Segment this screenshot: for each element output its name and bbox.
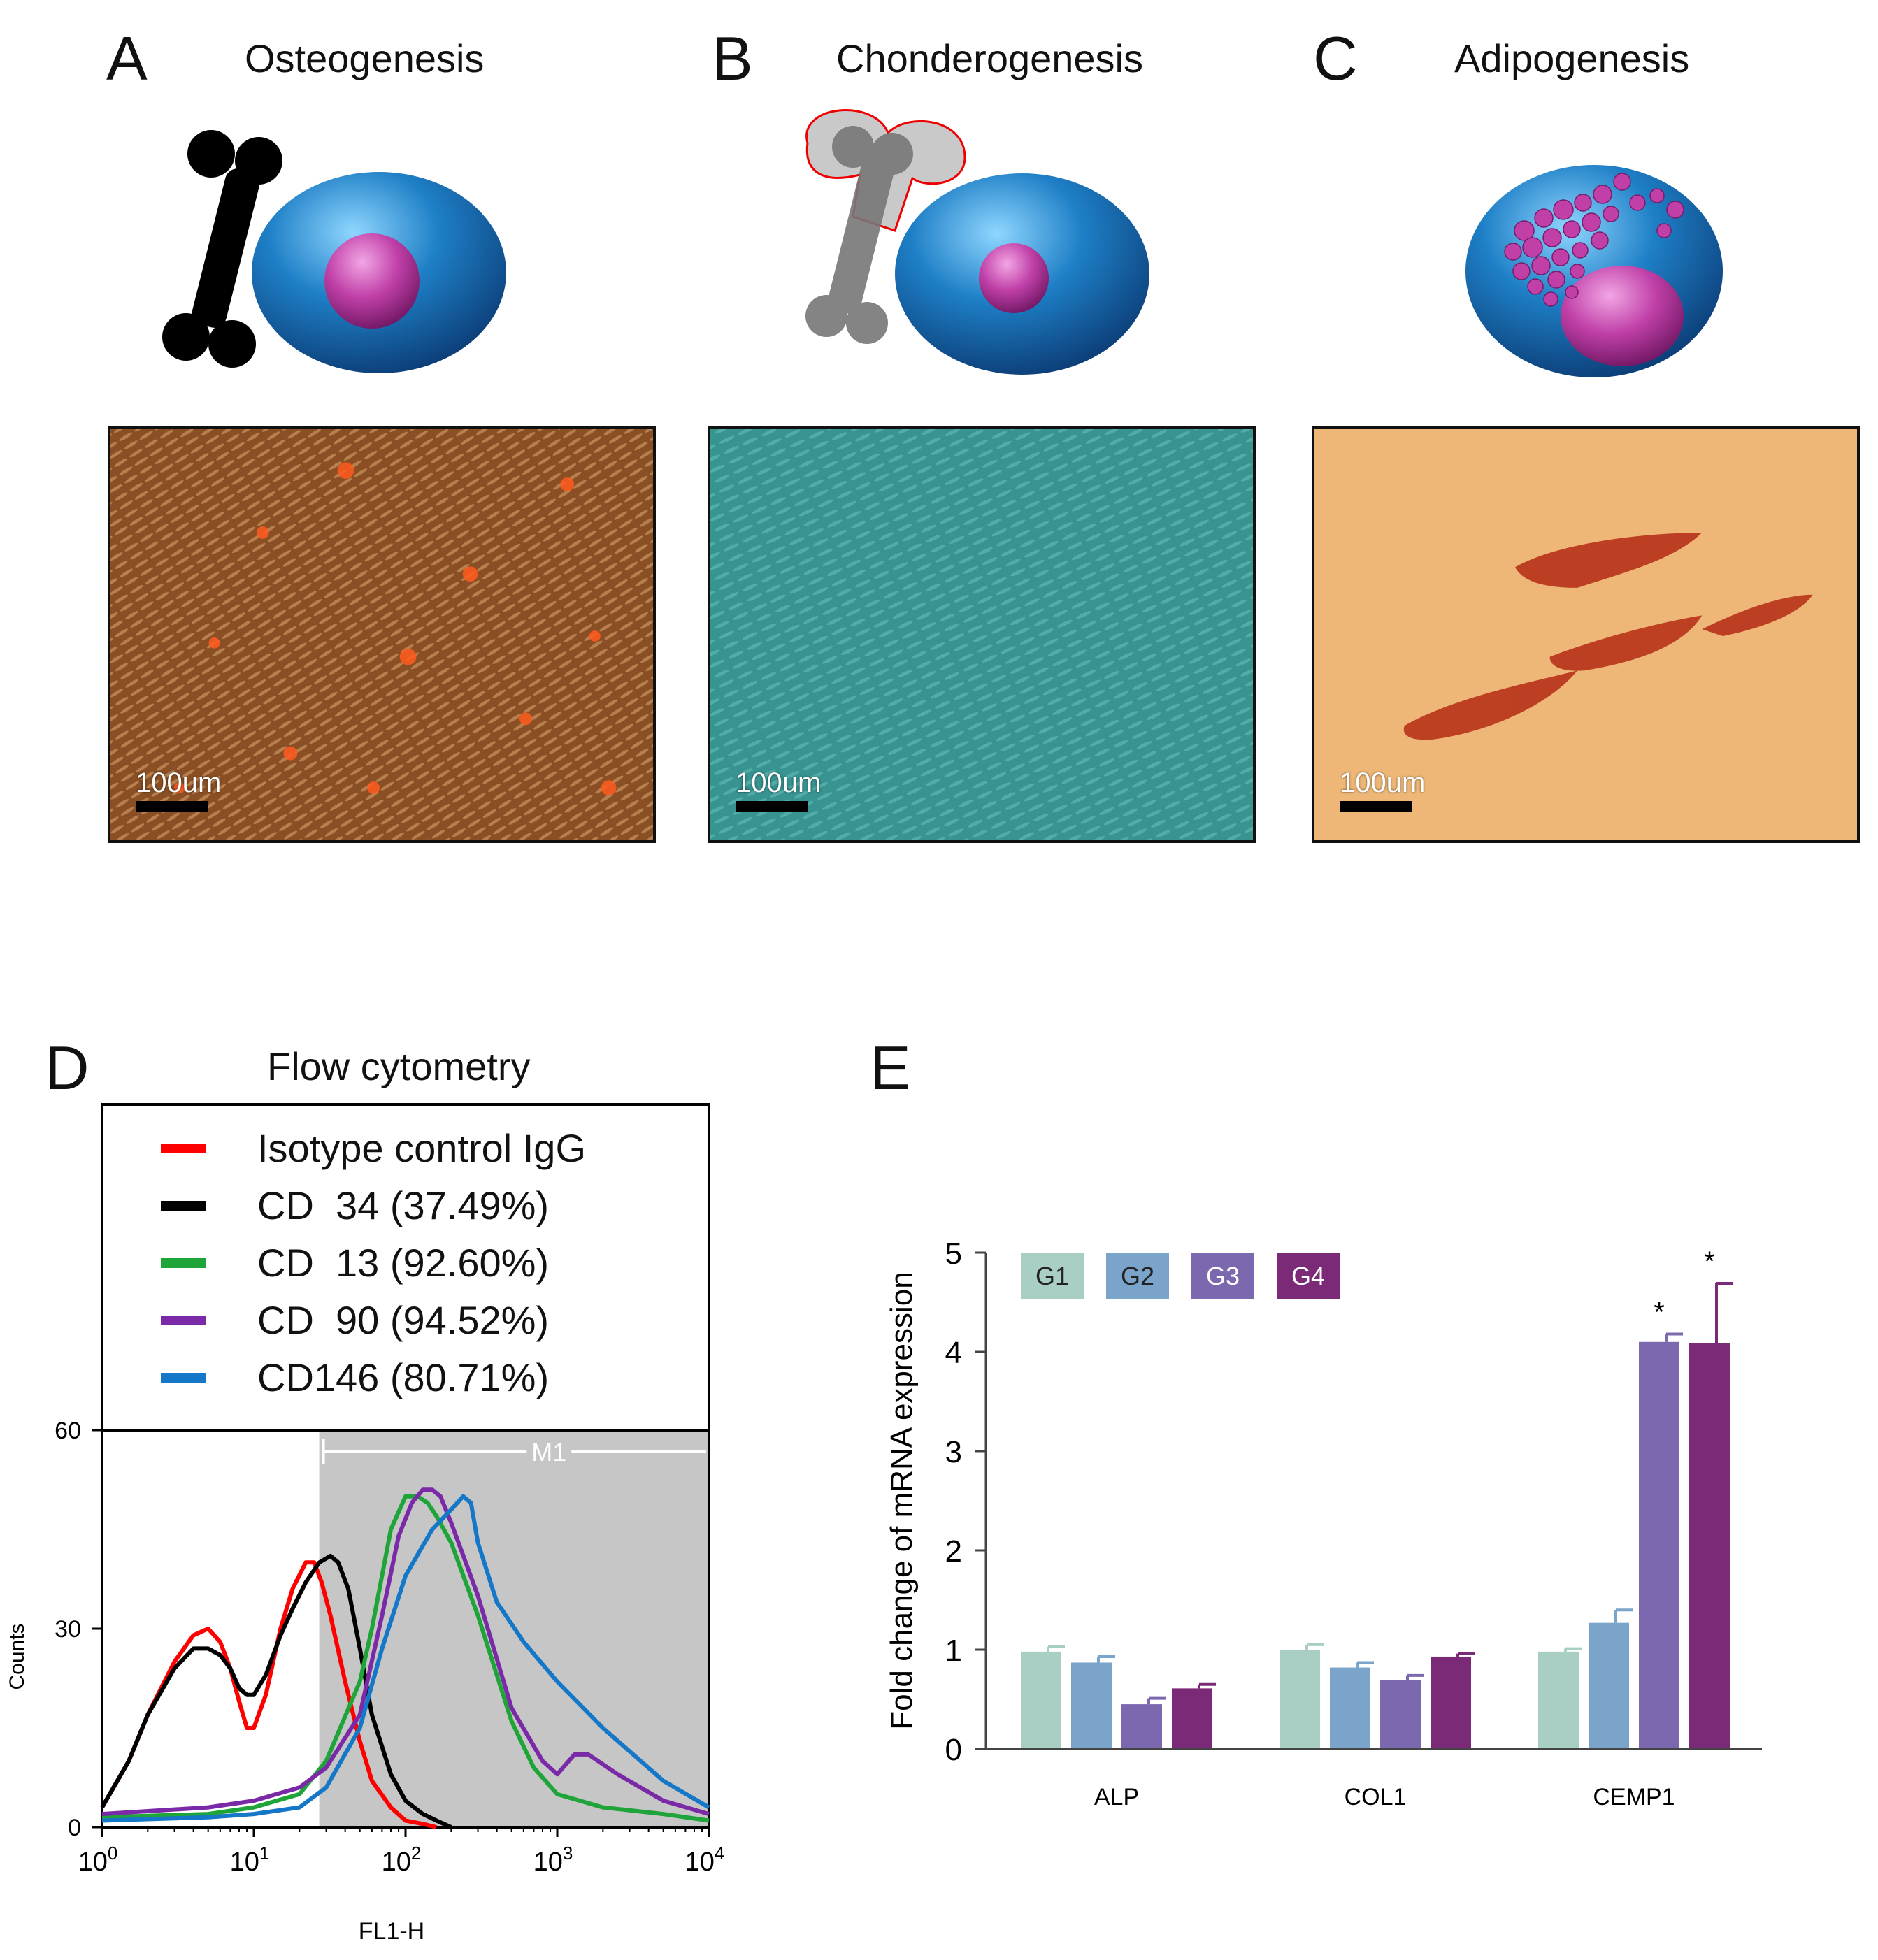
histogram-cd-90-94-52 (101, 1487, 710, 1817)
gate-label-bg (526, 1437, 572, 1465)
x-category-label: ALP (1094, 1784, 1139, 1810)
cell-nucleus (979, 243, 1049, 313)
scale-bar-label: 100um (736, 768, 822, 798)
mrna-expression-chart: * * ALP COL1 CEMP1 0 1 2 3 4 5 Fold change of mRNA… (884, 1237, 1762, 1810)
bar-alp-g3 (1121, 1704, 1162, 1749)
bar-alp-g4 (1172, 1688, 1212, 1749)
y-tick-label: 30 (55, 1616, 81, 1643)
legend-chip-g3 (1191, 1253, 1254, 1299)
legend-chip-g4 (1277, 1253, 1340, 1299)
bar-cemp1-g3 (1639, 1341, 1679, 1749)
legend-label: G2 (1121, 1262, 1154, 1290)
y-axis-label: Fold change of mRNA expression (884, 1271, 919, 1729)
osteogenesis-micrograph: 100um (108, 426, 656, 843)
y-axis-label: Counts (6, 1623, 29, 1689)
bar-cemp1-g2 (1589, 1622, 1629, 1749)
bar-col1-g1 (1280, 1650, 1320, 1749)
legend-chip-g1 (1021, 1253, 1084, 1299)
x-axis-label: FL1-H (359, 1918, 424, 1945)
panel-letter-e: E (870, 1033, 911, 1102)
significance-marker: * (1704, 1246, 1715, 1277)
chonderogenesis-micrograph: 100um (708, 426, 1256, 843)
panel-letter-b: B (712, 24, 753, 93)
histogram-isotype-control-igg (100, 1560, 437, 1829)
panel-letter-c: C (1313, 24, 1358, 93)
legend-label: Isotype control IgG (257, 1126, 586, 1170)
osteogenesis-title: Osteogenesis (245, 36, 485, 80)
x-category-label: CEMP1 (1593, 1784, 1675, 1810)
y-tick-label: 4 (945, 1336, 962, 1370)
bar-col1-g4 (1431, 1656, 1471, 1749)
lipid-droplets-icon (1504, 173, 1684, 307)
adipogenesis-micrograph: 100um (1312, 426, 1860, 843)
bar-col1-g3 (1380, 1680, 1421, 1749)
legend-swatch-cd146-80-71 (161, 1373, 206, 1383)
flow-cytometry-title: Flow cytometry (267, 1044, 531, 1088)
x-tick-label: 103 (533, 1843, 573, 1877)
legend-label: G4 (1291, 1262, 1325, 1290)
legend-label: G1 (1035, 1262, 1069, 1290)
legend-label: G3 (1206, 1262, 1240, 1290)
legend-label: CD146 (80.71%) (257, 1355, 549, 1399)
y-tick-label: 0 (945, 1733, 962, 1767)
x-tick-label: 104 (685, 1843, 725, 1877)
y-tick-label: 0 (68, 1815, 81, 1841)
adipogenesis-title: Adipogenesis (1454, 36, 1690, 80)
scale-bar: 100um (1340, 769, 1425, 812)
cell-nucleus (324, 233, 420, 329)
legend-label: CD 13 (92.60%) (257, 1241, 549, 1285)
x-tick-label: 101 (230, 1843, 270, 1877)
chondrocyte-illustration (805, 109, 1149, 375)
legend-chip-g2 (1106, 1253, 1169, 1299)
legend-swatch-cd-34-37-49 (161, 1201, 206, 1211)
scale-bar: 100um (136, 769, 221, 812)
legend-label: CD 34 (37.49%) (257, 1183, 549, 1227)
histogram-cd-34-37-49 (100, 1553, 452, 1829)
legend-label: CD 90 (94.52%) (257, 1298, 549, 1342)
gate-label: M1 (531, 1438, 566, 1467)
legend-swatch-isotype-control-igg (161, 1144, 206, 1153)
significance-marker: * (1654, 1297, 1665, 1327)
y-tick-label: 2 (945, 1534, 962, 1569)
osteocyte-illustration (162, 130, 506, 373)
histogram-cd146-80-71 (101, 1494, 710, 1823)
chonderogenesis-title: Chonderogenesis (836, 36, 1143, 80)
adipocyte-illustration (1465, 165, 1723, 377)
bone-icon (805, 126, 913, 344)
bar-cemp1-g4 (1689, 1343, 1730, 1749)
flow-cytometry-chart: M1 Isotype control IgG CD 34 (37.49%) CD 1… (6, 1103, 725, 1945)
scale-bar-label: 100um (1340, 768, 1426, 798)
panel-letter-d: D (45, 1033, 89, 1102)
bone-icon (162, 130, 282, 368)
bar-col1-g2 (1330, 1667, 1370, 1749)
scale-bar: 100um (736, 769, 821, 812)
x-tick-label: 102 (382, 1843, 422, 1877)
bar-cemp1-g1 (1538, 1651, 1579, 1749)
cell-nucleus (1561, 266, 1684, 366)
legend-swatch-cd-90-94-52 (161, 1316, 206, 1325)
panel-letter-a: A (106, 24, 148, 93)
y-tick-label: 5 (945, 1237, 962, 1271)
legend-swatch-cd-13-92-60 (161, 1258, 206, 1268)
y-tick-label: 60 (55, 1418, 81, 1444)
x-category-label: COL1 (1345, 1784, 1407, 1810)
y-tick-label: 1 (945, 1634, 962, 1668)
bar-alp-g2 (1071, 1662, 1112, 1749)
y-tick-label: 3 (945, 1435, 962, 1469)
scale-bar-label: 100um (136, 768, 222, 798)
histogram-cd-13-92-60 (101, 1494, 710, 1823)
x-tick-label: 100 (78, 1843, 118, 1877)
bar-alp-g1 (1021, 1651, 1061, 1749)
